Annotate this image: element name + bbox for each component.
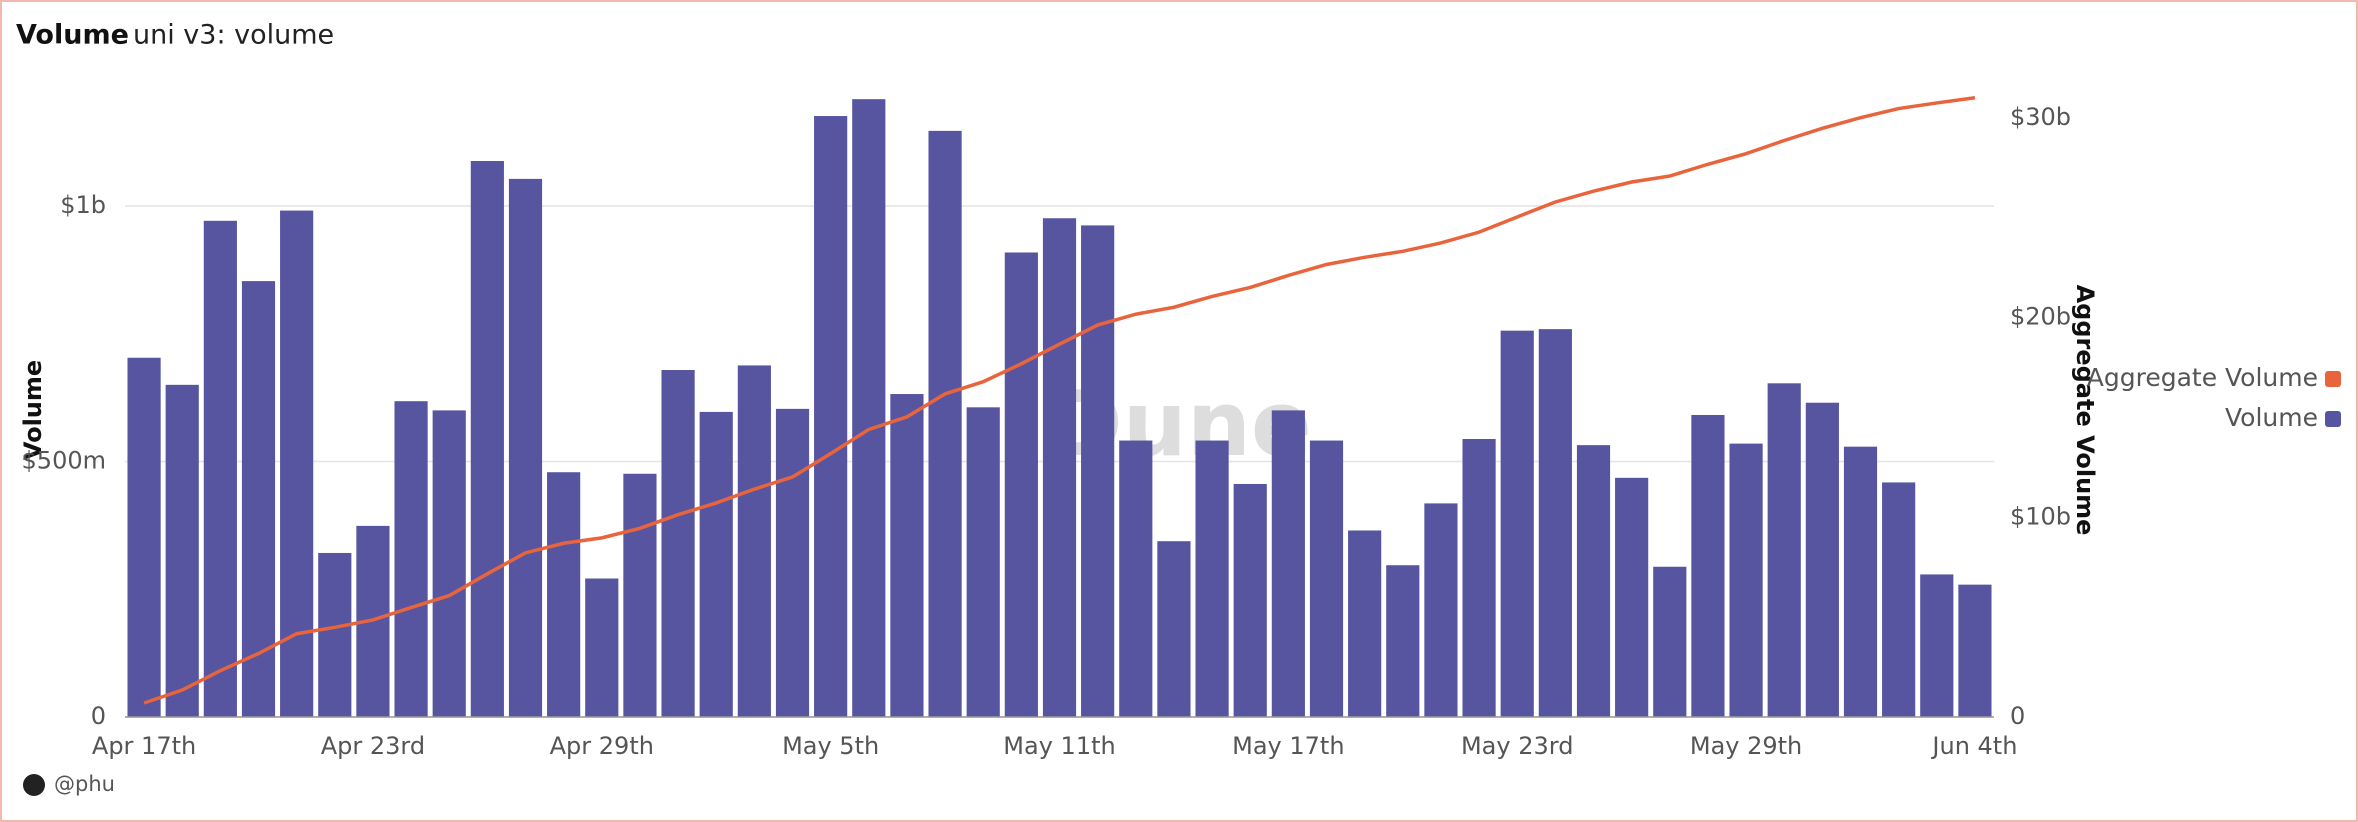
bar xyxy=(623,473,657,717)
bar xyxy=(890,394,924,717)
y-tick-label: $1b xyxy=(60,191,106,219)
bar xyxy=(1233,483,1267,717)
bar xyxy=(547,472,581,717)
line xyxy=(143,96,1976,705)
legend-label: Aggregate Volume xyxy=(2087,363,2318,392)
bar xyxy=(1615,477,1649,717)
bar xyxy=(1805,402,1839,717)
x-tick-label: Jun 4th xyxy=(1930,732,2017,760)
x-tick-label: May 23rd xyxy=(1461,732,1573,760)
legend-swatch xyxy=(2325,411,2341,427)
legend-swatch xyxy=(2325,371,2341,387)
bar xyxy=(432,410,466,717)
author: @phu xyxy=(54,772,115,796)
bar xyxy=(852,99,886,718)
bar xyxy=(775,408,810,717)
bar xyxy=(394,401,428,717)
bar xyxy=(1042,218,1077,717)
bar xyxy=(737,365,771,717)
bar xyxy=(1576,445,1611,717)
bar xyxy=(1386,565,1420,717)
x-tick-label: May 17th xyxy=(1232,732,1344,760)
bar xyxy=(1958,584,1992,717)
bar xyxy=(508,178,543,718)
bar xyxy=(1843,446,1878,717)
bar xyxy=(814,116,848,718)
bar xyxy=(699,411,733,717)
bar xyxy=(241,281,276,717)
chart-title: Volume xyxy=(16,20,129,51)
bar xyxy=(127,357,161,717)
bar xyxy=(661,370,695,717)
x-tick-label: May 29th xyxy=(1690,732,1802,760)
bar xyxy=(1920,574,1954,717)
bar xyxy=(1767,383,1801,717)
y2-tick-label: 0 xyxy=(2010,702,2025,730)
bar xyxy=(1882,482,1916,717)
y2-axis-label: Aggregate Volume xyxy=(2071,285,2099,536)
y-tick-label: $500m xyxy=(22,446,106,474)
x-tick-label: Apr 17th xyxy=(92,732,196,760)
bar xyxy=(1500,330,1534,717)
bar xyxy=(1195,440,1229,717)
y-tick-label: 0 xyxy=(91,702,106,730)
bar xyxy=(1271,410,1305,717)
bar xyxy=(928,130,962,718)
bar xyxy=(1691,414,1725,717)
x-tick-label: Apr 23rd xyxy=(321,732,425,760)
bar xyxy=(165,384,199,717)
author-icon xyxy=(23,774,45,796)
bar xyxy=(1348,530,1382,717)
bar xyxy=(1004,252,1038,717)
bar xyxy=(1309,440,1344,717)
bar xyxy=(966,407,1000,717)
y2-tick-label: $20b xyxy=(2010,303,2071,331)
y2-tick-label: $10b xyxy=(2010,502,2071,530)
bar xyxy=(203,220,237,717)
x-tick-label: May 11th xyxy=(1003,732,1115,760)
bar xyxy=(1462,439,1496,717)
bar xyxy=(470,161,504,718)
bar xyxy=(1119,440,1153,717)
bar xyxy=(1081,225,1115,718)
chart-subtitle: uni v3: volume xyxy=(133,20,334,51)
x-tick-label: May 5th xyxy=(782,732,879,760)
legend-label: Volume xyxy=(2225,403,2318,432)
bar xyxy=(1538,329,1572,717)
y2-tick-label: $30b xyxy=(2010,103,2071,131)
bar xyxy=(1157,541,1191,717)
bar xyxy=(318,552,352,717)
bar xyxy=(1653,566,1687,717)
y-axis-label: Volume xyxy=(19,360,47,460)
bar xyxy=(1729,443,1763,717)
bar xyxy=(585,578,619,717)
x-tick-label: Apr 29th xyxy=(550,732,654,760)
bar xyxy=(1424,503,1458,717)
